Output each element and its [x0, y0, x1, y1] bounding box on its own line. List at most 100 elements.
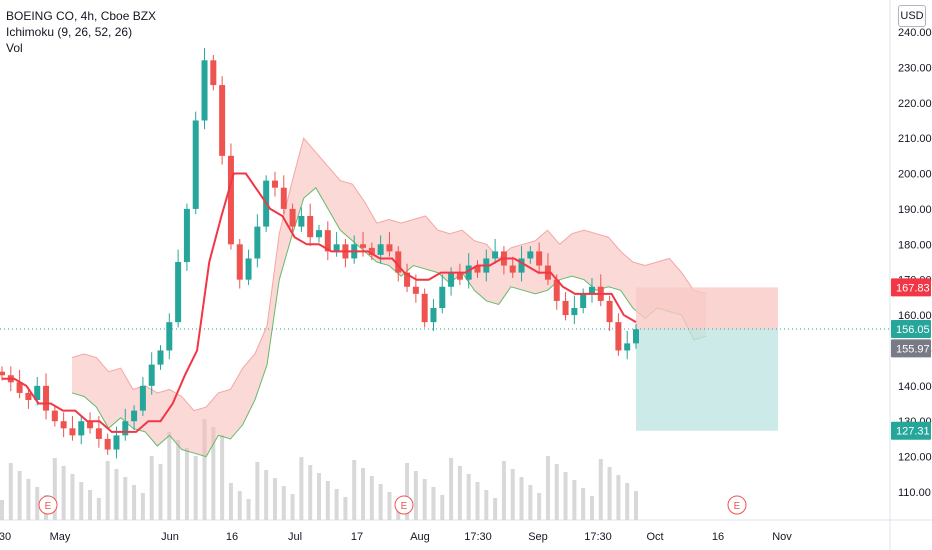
- x-tick-label: 17: [351, 531, 363, 543]
- candle-body: [166, 322, 173, 351]
- volume-bar: [405, 463, 410, 520]
- y-tick-label: 230.00: [898, 62, 932, 74]
- volume-bar: [572, 480, 577, 520]
- earnings-marker-icon: [38, 495, 58, 515]
- candle-body: [201, 60, 208, 121]
- y-tick-label: 190.00: [898, 204, 932, 216]
- volume-bar: [598, 459, 603, 520]
- volume-legend[interactable]: Vol: [6, 41, 23, 55]
- candle-body: [236, 244, 243, 280]
- x-tick-label: Jul: [288, 531, 302, 543]
- candle-body: [518, 258, 525, 273]
- price-label-last: [891, 339, 931, 358]
- earnings-marker-label: E: [734, 501, 741, 512]
- volume-bar: [308, 465, 313, 520]
- candle-body: [412, 286, 419, 294]
- volume-bar: [96, 498, 101, 520]
- candle-body: [175, 262, 182, 323]
- candle-body: [34, 385, 41, 400]
- candle-body: [633, 329, 639, 344]
- volume-bar: [466, 474, 471, 520]
- x-tick-label: 17:30: [464, 531, 492, 543]
- candle-body: [386, 244, 393, 252]
- y-tick-label: 240.00: [898, 27, 932, 39]
- symbol-title[interactable]: BOEING CO, 4h, Cboe BZX: [6, 9, 157, 23]
- volume-bar: [589, 496, 594, 520]
- volume-bar: [167, 432, 172, 520]
- x-tick-label: Oct: [646, 531, 663, 543]
- volume-bar: [264, 470, 269, 520]
- volume-bar: [281, 486, 286, 520]
- time-axis[interactable]: 30 May Jun 16 Jul 17 Aug 17:30 Sep 17:30 Oct 16 Nov: [0, 531, 792, 543]
- candle-body: [324, 230, 331, 252]
- candle-body: [395, 251, 402, 273]
- candle-body: [360, 244, 367, 248]
- candle-body: [527, 251, 534, 259]
- x-tick-label: 17:30: [584, 531, 612, 543]
- volume-bar: [563, 472, 568, 520]
- candle-body: [43, 385, 50, 411]
- candle-body: [78, 421, 85, 436]
- candle-body: [474, 265, 481, 273]
- volume-bar: [220, 435, 225, 520]
- candle-body: [131, 410, 138, 422]
- volume-bar: [61, 466, 66, 520]
- price-axis[interactable]: 240.00 230.00 220.00 210.00 200.00 190.00 180.…: [898, 27, 932, 499]
- y-tick-label: 120.00: [898, 452, 932, 464]
- candle-body: [465, 265, 472, 280]
- tenkan-line: [2, 172, 637, 433]
- volume-bar: [493, 498, 498, 520]
- candle-body: [192, 120, 199, 209]
- candle-body: [157, 350, 164, 365]
- volume-bar: [88, 490, 93, 520]
- candle-body: [271, 180, 278, 188]
- candle-body: [430, 308, 437, 323]
- volume-bar: [343, 497, 348, 520]
- volume-bar: [449, 458, 454, 520]
- volume-bar: [537, 493, 542, 520]
- candle-body: [298, 216, 305, 227]
- currency-button[interactable]: USD: [898, 5, 926, 27]
- candle-body: [615, 322, 622, 351]
- volume-bar: [475, 482, 480, 520]
- volume-bar: [8, 463, 13, 520]
- volume-bar: [361, 468, 366, 520]
- price-label-target: [891, 421, 931, 440]
- candle-body: [210, 60, 217, 86]
- volume-bar: [431, 487, 436, 520]
- price-label-current-text: 156.05: [896, 324, 930, 336]
- x-tick-label: May: [50, 531, 71, 543]
- volume-bar: [228, 483, 233, 520]
- volume-bar: [616, 475, 621, 520]
- volume-bar: [184, 448, 189, 520]
- candle-body: [219, 85, 226, 156]
- candle-body: [562, 300, 569, 316]
- volume-bar: [413, 471, 418, 520]
- stop-loss-zone: [636, 287, 778, 330]
- candle-body: [316, 230, 322, 238]
- chart-legend: BOEING CO, 4h, Cboe BZX Ichimoku (9, 26,…: [6, 8, 156, 56]
- candle-body: [492, 251, 499, 259]
- volume-bar: [634, 491, 638, 520]
- volume-bar: [35, 487, 40, 520]
- volume-bar: [202, 419, 207, 520]
- ichimoku-lines: [2, 172, 637, 433]
- volume-bar: [325, 481, 330, 520]
- candle-body: [571, 308, 578, 316]
- x-tick-label: 30: [0, 531, 11, 543]
- candle-body: [227, 155, 234, 245]
- x-tick-label: Aug: [410, 531, 430, 543]
- candle-body: [588, 286, 595, 294]
- volume-bar: [501, 461, 506, 520]
- candle-body: [580, 293, 587, 308]
- volume-bar: [272, 478, 277, 520]
- volume-bar: [607, 467, 612, 520]
- y-tick-label: 200.00: [898, 169, 932, 181]
- candle-body: [624, 343, 631, 351]
- ichimoku-legend[interactable]: Ichimoku (9, 26, 52, 26): [6, 25, 133, 39]
- y-tick-label: 160.00: [898, 310, 932, 322]
- candle-body: [16, 382, 23, 393]
